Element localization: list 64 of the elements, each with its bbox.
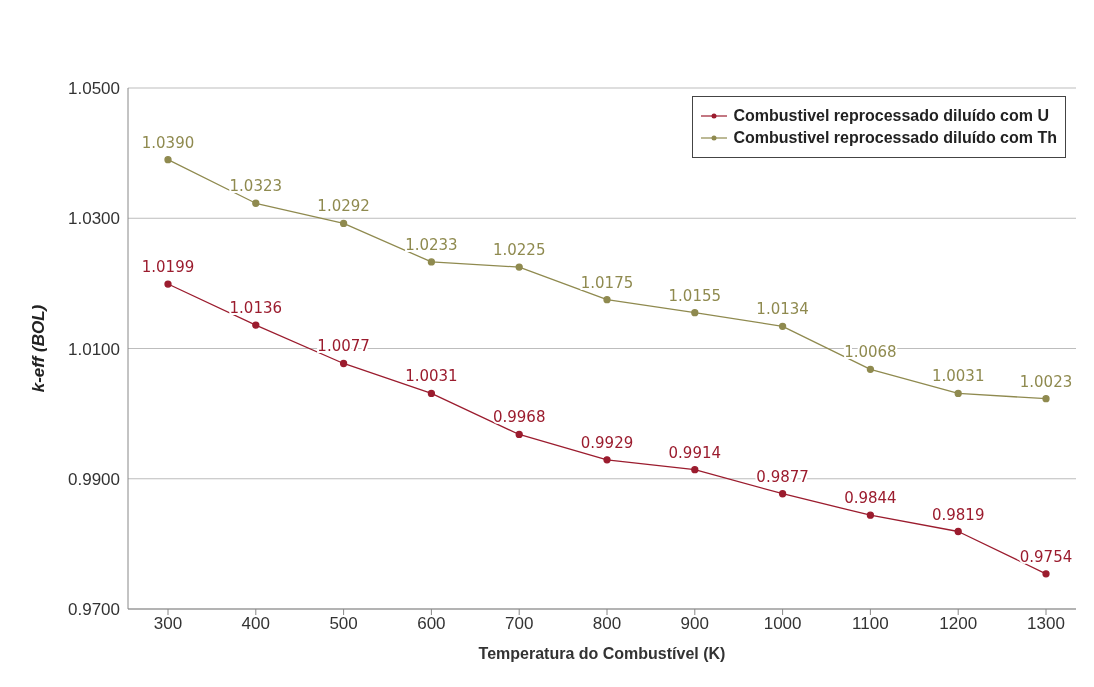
data-label: 0.9914 — [668, 443, 722, 462]
x-tick-label: 400 — [241, 614, 270, 634]
x-tick-label: 1300 — [1027, 614, 1065, 634]
data-label: 1.0023 — [1019, 372, 1073, 391]
x-tick-label: 1000 — [763, 614, 802, 634]
x-tick-label: 500 — [329, 614, 358, 634]
point — [603, 296, 611, 304]
data-label: 1.0390 — [141, 133, 195, 152]
data-label: 1.0175 — [580, 273, 634, 292]
y-tick-label: 0.9900 — [68, 469, 120, 489]
x-tick-label: 800 — [592, 614, 622, 634]
point — [1042, 395, 1050, 403]
data-label: 1.0199 — [141, 258, 195, 277]
y-tick-label: 1.0100 — [68, 339, 120, 359]
point — [339, 219, 348, 228]
point — [164, 280, 172, 288]
point — [427, 389, 436, 398]
data-label: 1.0068 — [844, 343, 897, 362]
data-label: 1.0323 — [229, 177, 283, 196]
data-label: 0.9929 — [580, 433, 634, 452]
data-label: 1.0031 — [405, 367, 458, 386]
point — [339, 359, 348, 368]
data-label: 1.0292 — [317, 197, 370, 216]
point — [164, 155, 172, 164]
point — [954, 527, 962, 536]
point — [252, 321, 260, 329]
point — [691, 465, 699, 474]
data-label: 0.9968 — [492, 408, 546, 427]
point — [866, 365, 875, 373]
x-tick-label: 600 — [417, 614, 446, 634]
point — [1042, 570, 1050, 578]
point — [866, 511, 875, 519]
data-label: 1.0031 — [931, 367, 985, 386]
legend-label: Combustivel reprocessado diluído com Th — [733, 129, 1057, 147]
point — [515, 430, 523, 439]
data-label: 1.0134 — [756, 300, 809, 319]
point — [778, 322, 787, 331]
legend-label: Combustivel reprocessado diluído com U — [733, 107, 1050, 125]
point — [515, 263, 523, 271]
data-label: 1.0077 — [317, 337, 370, 356]
x-tick-label: 1200 — [939, 614, 978, 634]
point — [778, 490, 787, 498]
data-label: 0.9754 — [1019, 547, 1073, 566]
data-label: 0.9819 — [931, 505, 985, 524]
x-tick-label: 300 — [153, 614, 183, 634]
x-axis-title: Temperatura do Combustível (K) — [478, 645, 726, 662]
point — [252, 199, 260, 207]
x-tick-label: 700 — [505, 614, 534, 634]
y-tick-label: 1.0500 — [68, 79, 120, 99]
data-label: 1.0155 — [668, 286, 722, 305]
data-label: 0.9877 — [756, 467, 809, 486]
y-axis-title: k-eff (BOL) — [29, 304, 49, 393]
data-label: 1.0233 — [405, 235, 458, 254]
data-label: 0.9844 — [844, 489, 897, 508]
data-label: 1.0225 — [492, 241, 546, 260]
data-label: 1.0136 — [229, 299, 283, 318]
point — [691, 309, 699, 317]
y-tick-label: 0.9700 — [68, 600, 120, 620]
point — [427, 258, 436, 266]
x-tick-label: 900 — [680, 614, 709, 634]
point — [954, 389, 962, 398]
y-tick-label: 1.0300 — [68, 209, 120, 229]
x-tick-label: 1100 — [852, 614, 889, 634]
point — [603, 456, 611, 464]
